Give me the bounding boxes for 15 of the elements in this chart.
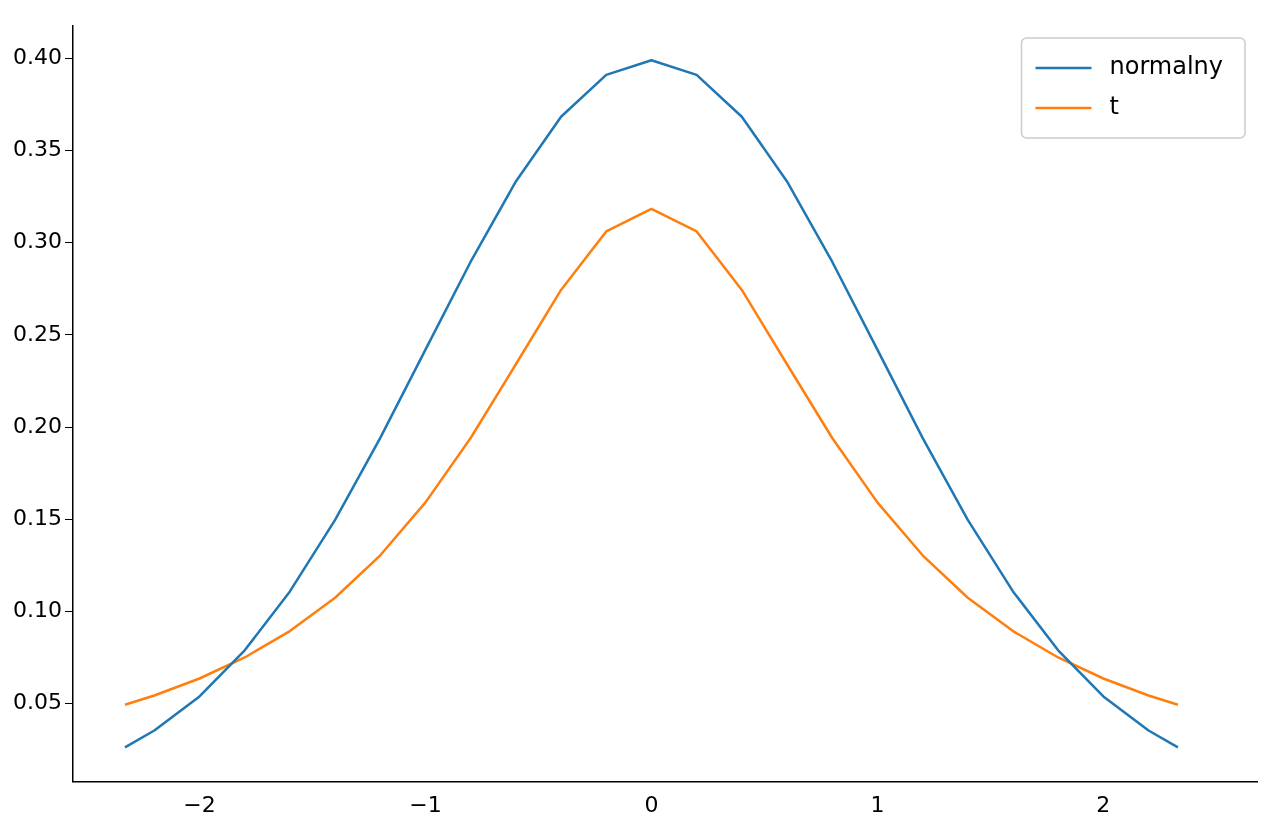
y-tick-label: 0.35 — [13, 136, 62, 162]
legend-label: normalny — [1109, 52, 1224, 81]
y-tick-label: 0.30 — [13, 228, 62, 254]
x-tick-label: 1 — [870, 791, 885, 817]
x-tick-label: 0 — [644, 791, 659, 817]
legend-label: t — [1109, 92, 1119, 121]
x-tick-label: −2 — [183, 791, 216, 817]
x-tick-label: −1 — [409, 791, 442, 817]
y-tick-label: 0.10 — [13, 597, 62, 623]
y-tick-label: 0.20 — [13, 412, 62, 438]
y-tick-label: 0.25 — [13, 320, 62, 346]
x-tick-label: 2 — [1096, 791, 1111, 817]
y-tick-label: 0.15 — [13, 505, 62, 531]
y-tick-label: 0.40 — [13, 43, 62, 69]
y-tick-label: 0.05 — [13, 689, 62, 715]
